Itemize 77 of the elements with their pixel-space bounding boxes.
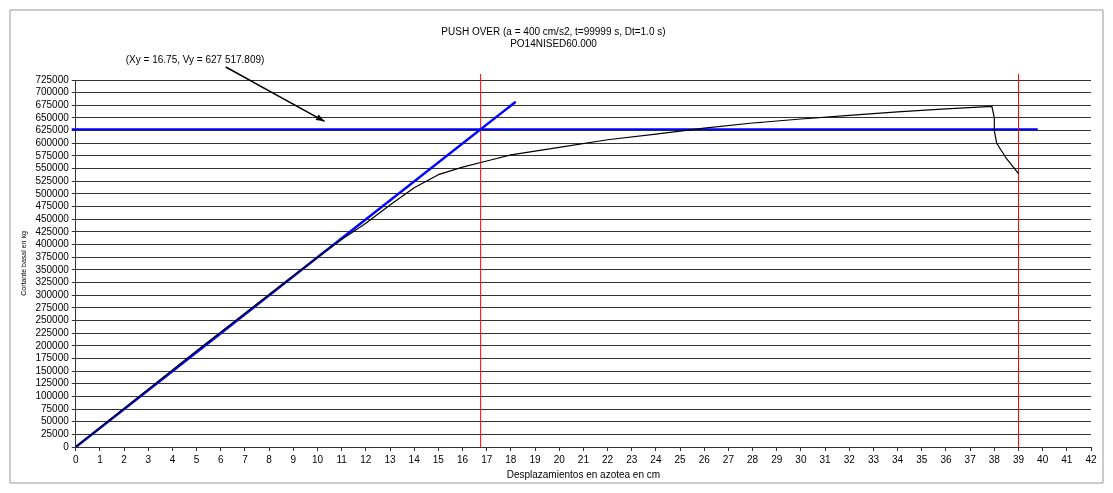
y-tick-label: 350000 <box>35 263 70 275</box>
y-tick-label: 150000 <box>35 364 70 376</box>
x-tick-label: 29 <box>771 453 783 465</box>
x-tick-label: 15 <box>432 453 445 465</box>
x-tick-label: 2 <box>121 453 128 465</box>
x-tick-label: 35 <box>916 453 928 465</box>
y-tick-label: 450000 <box>35 212 70 224</box>
x-tick-label: 30 <box>795 453 807 465</box>
y-tick-label: 175000 <box>35 352 70 364</box>
y-tick-label: 475000 <box>35 200 70 212</box>
y-tick-label: 675000 <box>35 99 70 111</box>
y-tick-label: 700000 <box>35 86 70 98</box>
x-tick-label: 8 <box>266 453 273 465</box>
x-tick-label: 40 <box>1037 453 1049 465</box>
x-tick-label: 24 <box>650 453 662 465</box>
x-tick-label: 27 <box>722 453 735 465</box>
x-tick-label: 16 <box>456 453 469 465</box>
x-tick-label: 20 <box>553 453 566 465</box>
y-tick-label: 200000 <box>35 339 70 351</box>
x-tick-label: 3 <box>145 453 152 465</box>
x-tick-label: 32 <box>843 453 856 465</box>
x-tick-label: 17 <box>481 453 493 465</box>
x-tick-label: 22 <box>601 453 614 465</box>
y-tick-label: 500000 <box>35 187 70 199</box>
y-tick-label: 550000 <box>35 162 70 174</box>
y-tick-label: 250000 <box>35 314 70 326</box>
chart-title: PUSH OVER (a = 400 cm/s2, t=99999 s, Dt=1.0 s) <box>441 25 666 37</box>
y-tick-label: 600000 <box>35 137 70 149</box>
x-tick-label: 19 <box>529 453 542 465</box>
x-tick-label: 41 <box>1061 453 1073 465</box>
y-tick-label: 225000 <box>35 326 70 338</box>
x-tick-label: 1 <box>97 453 104 465</box>
y-tick-label: 275000 <box>35 301 70 313</box>
x-tick-label: 18 <box>505 453 517 465</box>
y-tick-label: 400000 <box>35 238 70 250</box>
x-axis-title: Desplazamientos en azotea en cm <box>506 468 661 480</box>
x-tick-label: 38 <box>988 453 1001 465</box>
x-tick-label: 25 <box>674 453 687 465</box>
x-tick-label: 33 <box>867 453 880 465</box>
y-tick-label: 0 <box>63 440 70 452</box>
y-tick-label: 425000 <box>35 225 70 237</box>
x-tick-label: 23 <box>626 453 638 465</box>
y-tick-label: 50000 <box>40 415 70 427</box>
x-tick-label: 42 <box>1085 453 1097 465</box>
x-tick-label: 14 <box>408 453 421 465</box>
x-tick-label: 31 <box>819 453 832 465</box>
x-tick-label: 5 <box>193 453 200 465</box>
y-tick-label: 375000 <box>35 250 70 262</box>
x-tick-label: 0 <box>72 453 79 465</box>
x-tick-label: 21 <box>577 453 590 465</box>
y-tick-label: 725000 <box>35 73 70 85</box>
y-tick-label: 325000 <box>35 276 70 288</box>
x-tick-label: 4 <box>169 453 176 465</box>
chart-subtitle: PO14NISED60.000 <box>510 37 598 49</box>
y-tick-label: 125000 <box>35 377 70 389</box>
x-tick-label: 39 <box>1012 453 1025 465</box>
x-tick-label: 11 <box>336 453 348 465</box>
x-tick-label: 28 <box>747 453 759 465</box>
x-tick-label: 12 <box>360 453 372 465</box>
x-tick-label: 36 <box>940 453 952 465</box>
y-tick-label: 300000 <box>35 288 70 300</box>
text: (Xy = 16.75, Vy = 627 517.809) <box>125 53 265 65</box>
x-tick-label: 26 <box>698 453 711 465</box>
y-tick-label: 625000 <box>35 124 70 136</box>
y-tick-label: 575000 <box>35 149 70 161</box>
x-tick-label: 10 <box>311 453 324 465</box>
x-tick-label: 7 <box>242 453 249 465</box>
y-tick-label: 100000 <box>35 390 70 402</box>
x-tick-label: 37 <box>964 453 977 465</box>
x-tick-label: 13 <box>384 453 397 465</box>
x-tick-label: 9 <box>290 453 297 465</box>
x-tick-label: 34 <box>892 453 904 465</box>
x-tick-label: 6 <box>218 453 225 465</box>
y-tick-label: 650000 <box>35 111 70 123</box>
y-tick-label: 525000 <box>35 174 70 186</box>
y-tick-label: 25000 <box>40 428 70 440</box>
y-tick-label: 75000 <box>40 402 70 414</box>
